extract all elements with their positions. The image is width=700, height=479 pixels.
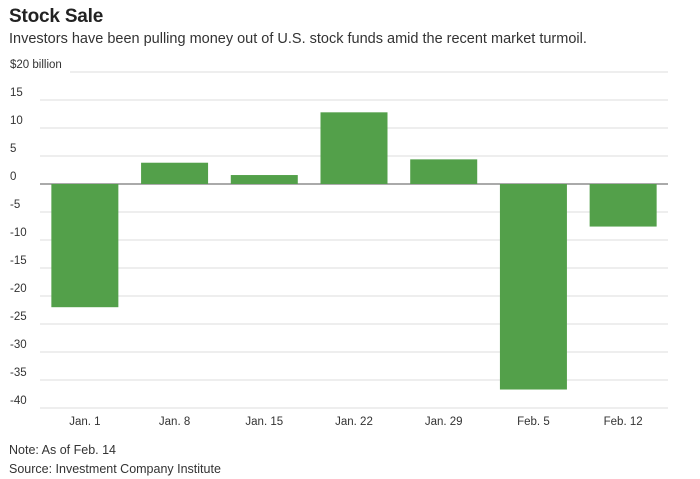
y-tick-label: 10: [10, 115, 23, 127]
y-tick-label: -40: [10, 395, 27, 407]
y-tick-label: -10: [10, 227, 27, 239]
bar-jan-22: [320, 112, 388, 184]
x-axis-labels: Jan. 1 Jan. 8 Jan. 15 Jan. 22 Jan. 29 Feb. 5 F…: [69, 416, 642, 428]
x-tick-label: Jan. 1: [69, 416, 100, 428]
y-tick-label: -15: [10, 255, 27, 267]
bar-feb-5: [499, 184, 567, 390]
bar-chart: $20 billion 15 10 5 0 -5 -10 -15 -20 -25 -30 -35 -40…: [10, 59, 668, 428]
y-axis-labels: $20 billion 15 10 5 0 -5 -10 -15 -20 -25 -30 -35 -40: [10, 59, 62, 407]
x-tick-label: Jan. 29: [425, 416, 463, 428]
y-tick-label: -5: [10, 199, 20, 211]
x-tick-label: Feb. 5: [517, 416, 550, 428]
x-tick-label: Jan. 15: [245, 416, 283, 428]
chart-title: Stock Sale: [9, 6, 104, 27]
bar-jan-29: [410, 159, 478, 184]
y-tick-label: $20 billion: [10, 59, 62, 71]
y-tick-label: -25: [10, 311, 27, 323]
bar-jan-8: [141, 162, 209, 184]
x-tick-label: Jan. 22: [335, 416, 373, 428]
bar-jan-15: [230, 175, 298, 184]
chart-source: Source: Investment Company Institute: [9, 462, 221, 476]
x-tick-label: Feb. 12: [604, 416, 643, 428]
y-tick-label: -20: [10, 283, 27, 295]
y-tick-label: -30: [10, 339, 27, 351]
y-tick-label: 5: [10, 143, 16, 155]
bar-feb-12: [589, 184, 657, 227]
chart-subtitle: Investors have been pulling money out of…: [9, 31, 587, 47]
bars: [51, 112, 657, 390]
y-tick-label: 0: [10, 171, 16, 183]
y-tick-label: -35: [10, 367, 27, 379]
x-tick-label: Jan. 8: [159, 416, 190, 428]
y-tick-label: 15: [10, 87, 23, 99]
bar-jan-1: [51, 184, 119, 308]
chart-note: Note: As of Feb. 14: [9, 443, 117, 457]
